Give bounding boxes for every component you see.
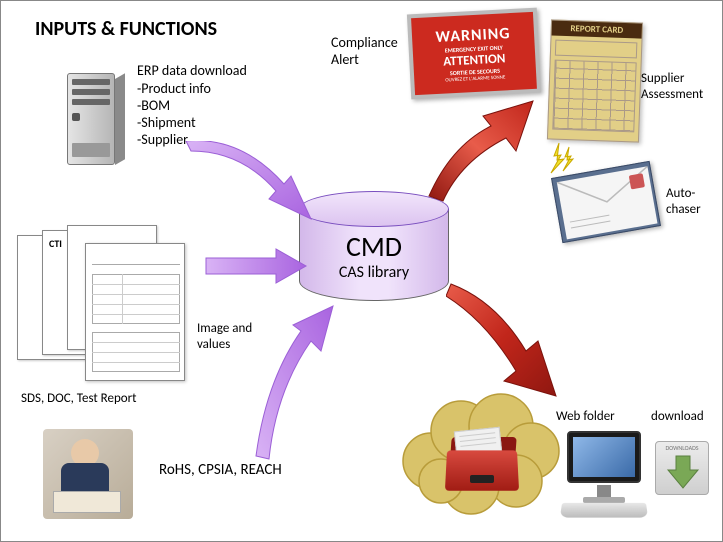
compliance-label: Compliance Alert — [331, 35, 398, 69]
report-card-title: REPORT CARD — [552, 20, 642, 38]
webfolder-label: Web folder — [556, 409, 615, 425]
regulator-icon — [43, 429, 133, 519]
download-icon: DOWNLOADS — [655, 441, 709, 495]
document-stack-icon: CTI — [17, 225, 197, 385]
monitor-icon — [559, 431, 649, 521]
regulations-label: RoHS, CPSIA, REACH — [159, 461, 282, 479]
erp-item-2: -Shipment — [137, 115, 196, 132]
erp-item-0: -Product info — [137, 81, 211, 98]
erp-heading: ERP data download — [137, 63, 247, 80]
server-icon — [67, 73, 122, 173]
warning-sign-icon: WARNING EMERGENCY EXIT ONLY ATTENTION SO… — [407, 8, 541, 100]
autochaser-label: Auto- chaser — [666, 186, 701, 217]
docs-caption: SDS, DOC, Test Report — [21, 391, 137, 407]
cmd-cylinder: CMD CAS library — [299, 191, 449, 301]
report-card-icon: REPORT CARD — [547, 19, 643, 142]
purple-arrow-erp — [181, 141, 321, 231]
purple-arrow-docs — [201, 246, 311, 286]
cmd-label: CMD — [299, 229, 449, 264]
erp-item-1: -BOM — [137, 98, 170, 115]
red-arrow-up — [421, 96, 541, 206]
supplier-label: Supplier Assessment — [641, 71, 703, 102]
cas-label: CAS library — [299, 263, 449, 282]
autochaser-icon — [551, 161, 661, 241]
purple-arrow-regs — [241, 301, 341, 461]
download-label: download — [651, 409, 704, 425]
page-title: INPUTS & FUNCTIONS — [35, 17, 217, 41]
web-folder-icon — [391, 381, 571, 521]
